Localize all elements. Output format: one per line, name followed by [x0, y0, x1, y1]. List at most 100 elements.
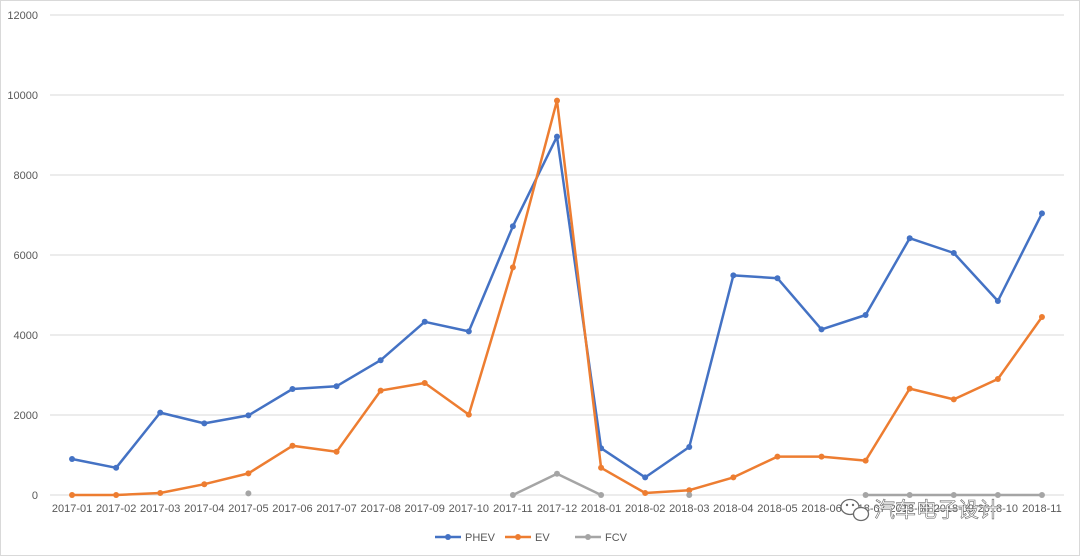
series-phev	[69, 133, 1045, 481]
series-fcv	[245, 470, 1045, 498]
data-point	[69, 456, 76, 462]
data-point	[113, 492, 120, 498]
data-point	[157, 409, 164, 416]
y-tick-label: 2000	[14, 410, 38, 422]
data-point	[598, 492, 605, 498]
y-tick-label: 0	[32, 490, 38, 502]
x-tick-label: 2017-05	[228, 503, 268, 515]
data-point	[686, 444, 693, 450]
x-tick-label: 2018-11	[1022, 503, 1062, 515]
x-tick-label: 2017-03	[140, 503, 180, 515]
data-point	[465, 411, 472, 418]
legend-marker	[445, 534, 451, 540]
data-point	[906, 385, 913, 392]
x-tick-label: 2018-10	[978, 503, 1018, 515]
data-point	[333, 383, 340, 390]
watermark: 汽车电子设计	[840, 498, 1000, 522]
data-point	[994, 492, 1001, 498]
data-point	[598, 464, 605, 471]
legend-label: PHEV	[465, 532, 496, 544]
legend: PHEV EV FCV	[435, 532, 628, 544]
data-point	[686, 487, 693, 494]
data-point	[950, 396, 957, 403]
legend-marker	[515, 534, 521, 540]
data-point	[201, 481, 208, 488]
x-tick-label: 2018-02	[625, 503, 665, 515]
x-tick-label: 2018-05	[757, 503, 797, 515]
data-point	[554, 470, 560, 477]
data-point	[289, 442, 296, 449]
data-point	[245, 470, 252, 477]
data-point	[509, 492, 516, 498]
data-point	[113, 464, 120, 471]
data-point	[509, 223, 516, 230]
data-point	[950, 250, 957, 256]
data-point	[818, 326, 825, 333]
y-tick-label: 10000	[7, 90, 38, 102]
gridlines	[50, 14, 1064, 496]
x-tick-label: 2018-06	[801, 503, 841, 515]
series-lines	[69, 97, 1045, 498]
data-point	[289, 386, 296, 392]
y-tick-label: 12000	[7, 10, 38, 22]
x-tick-label: 2017-06	[272, 503, 312, 515]
data-point	[245, 490, 252, 497]
data-point	[862, 492, 869, 498]
x-tick-label: 2017-09	[405, 503, 445, 515]
data-point	[69, 492, 76, 498]
watermark-text: 汽车电子设计	[874, 498, 1000, 522]
legend-label: FCV	[605, 532, 628, 544]
data-point	[818, 453, 825, 460]
data-point	[377, 357, 384, 364]
data-point	[421, 380, 428, 386]
data-point	[862, 312, 869, 318]
x-tick-label: 2017-10	[449, 503, 489, 515]
data-point	[421, 318, 428, 325]
data-point	[1038, 492, 1045, 498]
series-ev	[69, 97, 1045, 498]
x-tick-label: 2017-02	[96, 503, 136, 515]
data-point	[245, 412, 252, 419]
data-point	[774, 453, 781, 460]
data-point	[333, 448, 340, 455]
x-tick-label: 2017-12	[537, 503, 577, 515]
data-point	[201, 420, 208, 427]
legend-item-fcv: FCV	[575, 532, 628, 544]
y-axis-ticks: 0 2000 4000 6000 8000 10000 12000	[7, 10, 38, 502]
data-point	[509, 264, 516, 271]
data-point	[994, 376, 1001, 382]
data-point	[950, 492, 957, 498]
x-tick-label: 2017-11	[493, 503, 533, 515]
y-tick-label: 6000	[14, 250, 38, 262]
x-tick-label: 2018-09	[934, 503, 974, 515]
data-point	[377, 387, 384, 394]
legend-item-phev: PHEV	[435, 532, 496, 544]
data-point	[862, 457, 869, 464]
data-point	[642, 490, 649, 496]
data-point	[554, 133, 560, 140]
data-point	[906, 235, 913, 242]
data-point	[774, 275, 781, 282]
data-point	[1038, 314, 1045, 320]
data-point	[994, 298, 1001, 304]
legend-label: EV	[535, 532, 550, 544]
x-tick-label: 2018-01	[581, 503, 621, 515]
data-point	[1038, 210, 1045, 217]
x-tick-label: 2018-03	[669, 503, 709, 515]
y-tick-label: 8000	[14, 170, 38, 182]
data-point	[554, 97, 560, 104]
data-point	[465, 328, 472, 335]
data-point	[157, 490, 164, 496]
x-tick-label: 2018-08	[890, 503, 930, 515]
x-tick-label: 2018-04	[713, 503, 753, 515]
y-tick-label: 4000	[14, 330, 38, 342]
wechat-icon	[840, 498, 870, 522]
x-tick-label: 2017-07	[316, 503, 356, 515]
x-axis-ticks: 2017-01 2017-02 2017-03 2017-04 2017-05 2017-…	[52, 503, 1062, 515]
legend-marker	[585, 534, 591, 540]
data-point	[730, 474, 737, 481]
x-tick-label: 2017-01	[52, 503, 92, 515]
x-tick-label: 2017-08	[360, 503, 400, 515]
